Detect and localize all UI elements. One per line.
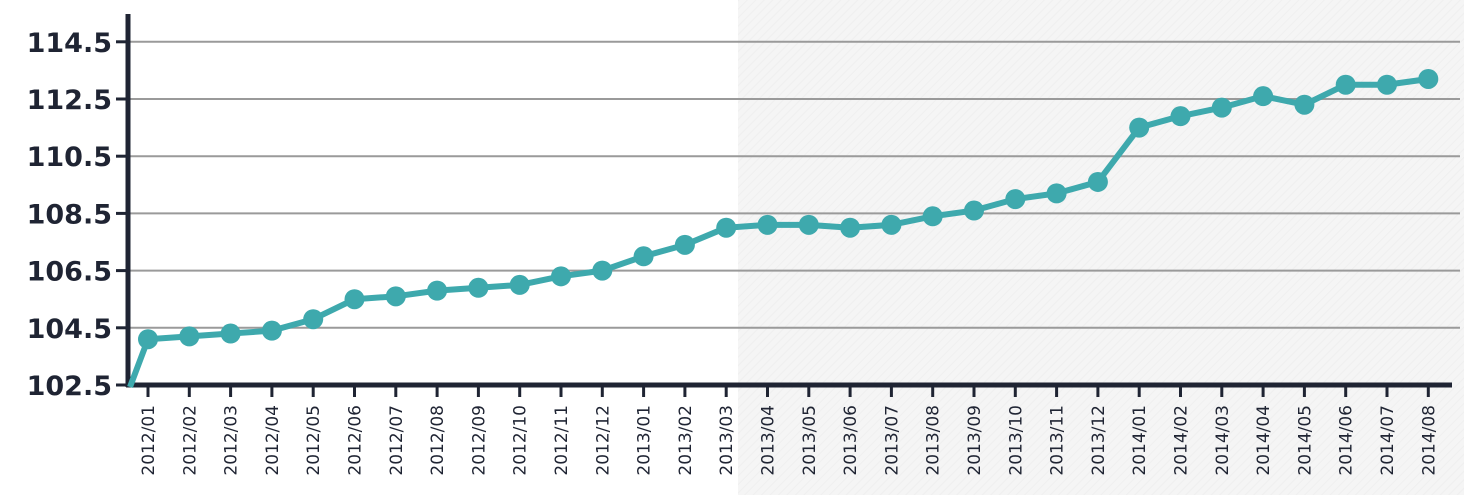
data-point — [261, 320, 282, 341]
x-tick-label: 2014/06 — [1337, 405, 1357, 476]
data-point — [509, 274, 530, 295]
data-point — [1170, 106, 1191, 127]
data-point — [1377, 74, 1397, 95]
x-tick-label: 2014/04 — [1254, 405, 1274, 476]
data-point — [798, 214, 819, 235]
x-tick-label: 2013/01 — [635, 405, 655, 476]
y-tick-label: 114.5 — [27, 28, 112, 59]
data-point — [179, 326, 200, 347]
data-point — [138, 329, 158, 350]
x-tick-label: 2014/01 — [1130, 405, 1150, 476]
data-point — [1087, 171, 1108, 192]
data-point — [1335, 74, 1356, 95]
y-tick-label: 110.5 — [27, 142, 112, 173]
data-point — [551, 266, 571, 287]
y-tick-label: 102.5 — [27, 371, 112, 402]
data-point — [1253, 86, 1274, 107]
data-point — [303, 309, 324, 330]
data-point — [716, 217, 737, 238]
data-point — [1129, 117, 1150, 138]
gridlines — [128, 40, 1460, 329]
x-axis-ticks: 2012/01 2012/02 2012/03 2012/04 2012/05 2012/… — [139, 385, 1439, 476]
x-tick-label: 2012/03 — [222, 405, 242, 476]
x-tick-label: 2012/06 — [346, 405, 366, 476]
data-point — [674, 234, 695, 255]
data-point — [840, 217, 861, 238]
data-point — [592, 260, 613, 281]
x-tick-label: 2013/06 — [841, 405, 861, 476]
x-tick-label: 2013/07 — [882, 405, 902, 476]
data-point — [220, 323, 241, 344]
data-point — [1046, 183, 1067, 204]
data-point — [344, 289, 365, 310]
data-point — [385, 286, 406, 307]
series-group — [127, 68, 1439, 389]
x-tick-label: 2012/05 — [304, 405, 324, 476]
x-tick-label: 2013/04 — [759, 405, 779, 476]
x-tick-label: 2013/10 — [1006, 405, 1026, 476]
x-tick-label: 2012/12 — [593, 405, 613, 476]
y-tick-label: 106.5 — [27, 257, 112, 288]
x-tick-label: 2013/08 — [924, 405, 944, 476]
x-tick-label: 2012/02 — [180, 405, 200, 476]
y-tick-label: 104.5 — [27, 314, 112, 345]
data-point — [922, 206, 943, 227]
data-point — [757, 214, 778, 235]
x-tick-label: 2012/11 — [552, 405, 572, 476]
data-point — [1005, 189, 1026, 210]
data-point — [468, 277, 489, 298]
x-tick-label: 2014/03 — [1213, 405, 1233, 476]
data-point — [427, 280, 448, 301]
x-tick-label: 2014/07 — [1378, 405, 1398, 476]
data-point — [1211, 97, 1232, 118]
x-tick-label: 2013/05 — [800, 405, 820, 476]
x-tick-label: 2013/12 — [1089, 405, 1109, 476]
x-tick-label: 2012/04 — [263, 405, 283, 476]
x-tick-label: 2014/08 — [1419, 405, 1439, 476]
x-tick-label: 2013/09 — [965, 405, 985, 476]
data-point — [1418, 68, 1439, 89]
x-tick-label: 2012/07 — [387, 405, 407, 476]
x-tick-label: 2014/05 — [1295, 405, 1315, 476]
data-point — [881, 214, 902, 235]
x-tick-label: 2013/11 — [1048, 405, 1068, 476]
data-point — [964, 200, 984, 221]
data-point — [633, 246, 654, 267]
data-point — [1294, 94, 1315, 115]
y-axis-ticks: 102.5 104.5 106.5 108.5 110.5 112.5 114.5 — [27, 28, 128, 402]
x-tick-label: 2013/02 — [676, 405, 696, 476]
y-tick-label: 108.5 — [27, 199, 112, 230]
y-tick-label: 112.5 — [27, 85, 112, 116]
x-tick-label: 2012/08 — [428, 405, 448, 476]
x-tick-label: 2012/09 — [469, 405, 489, 476]
x-tick-label: 2014/02 — [1172, 405, 1192, 476]
x-tick-label: 2012/01 — [139, 405, 159, 476]
x-tick-label: 2013/03 — [717, 405, 737, 476]
x-tick-label: 2012/10 — [511, 405, 531, 476]
